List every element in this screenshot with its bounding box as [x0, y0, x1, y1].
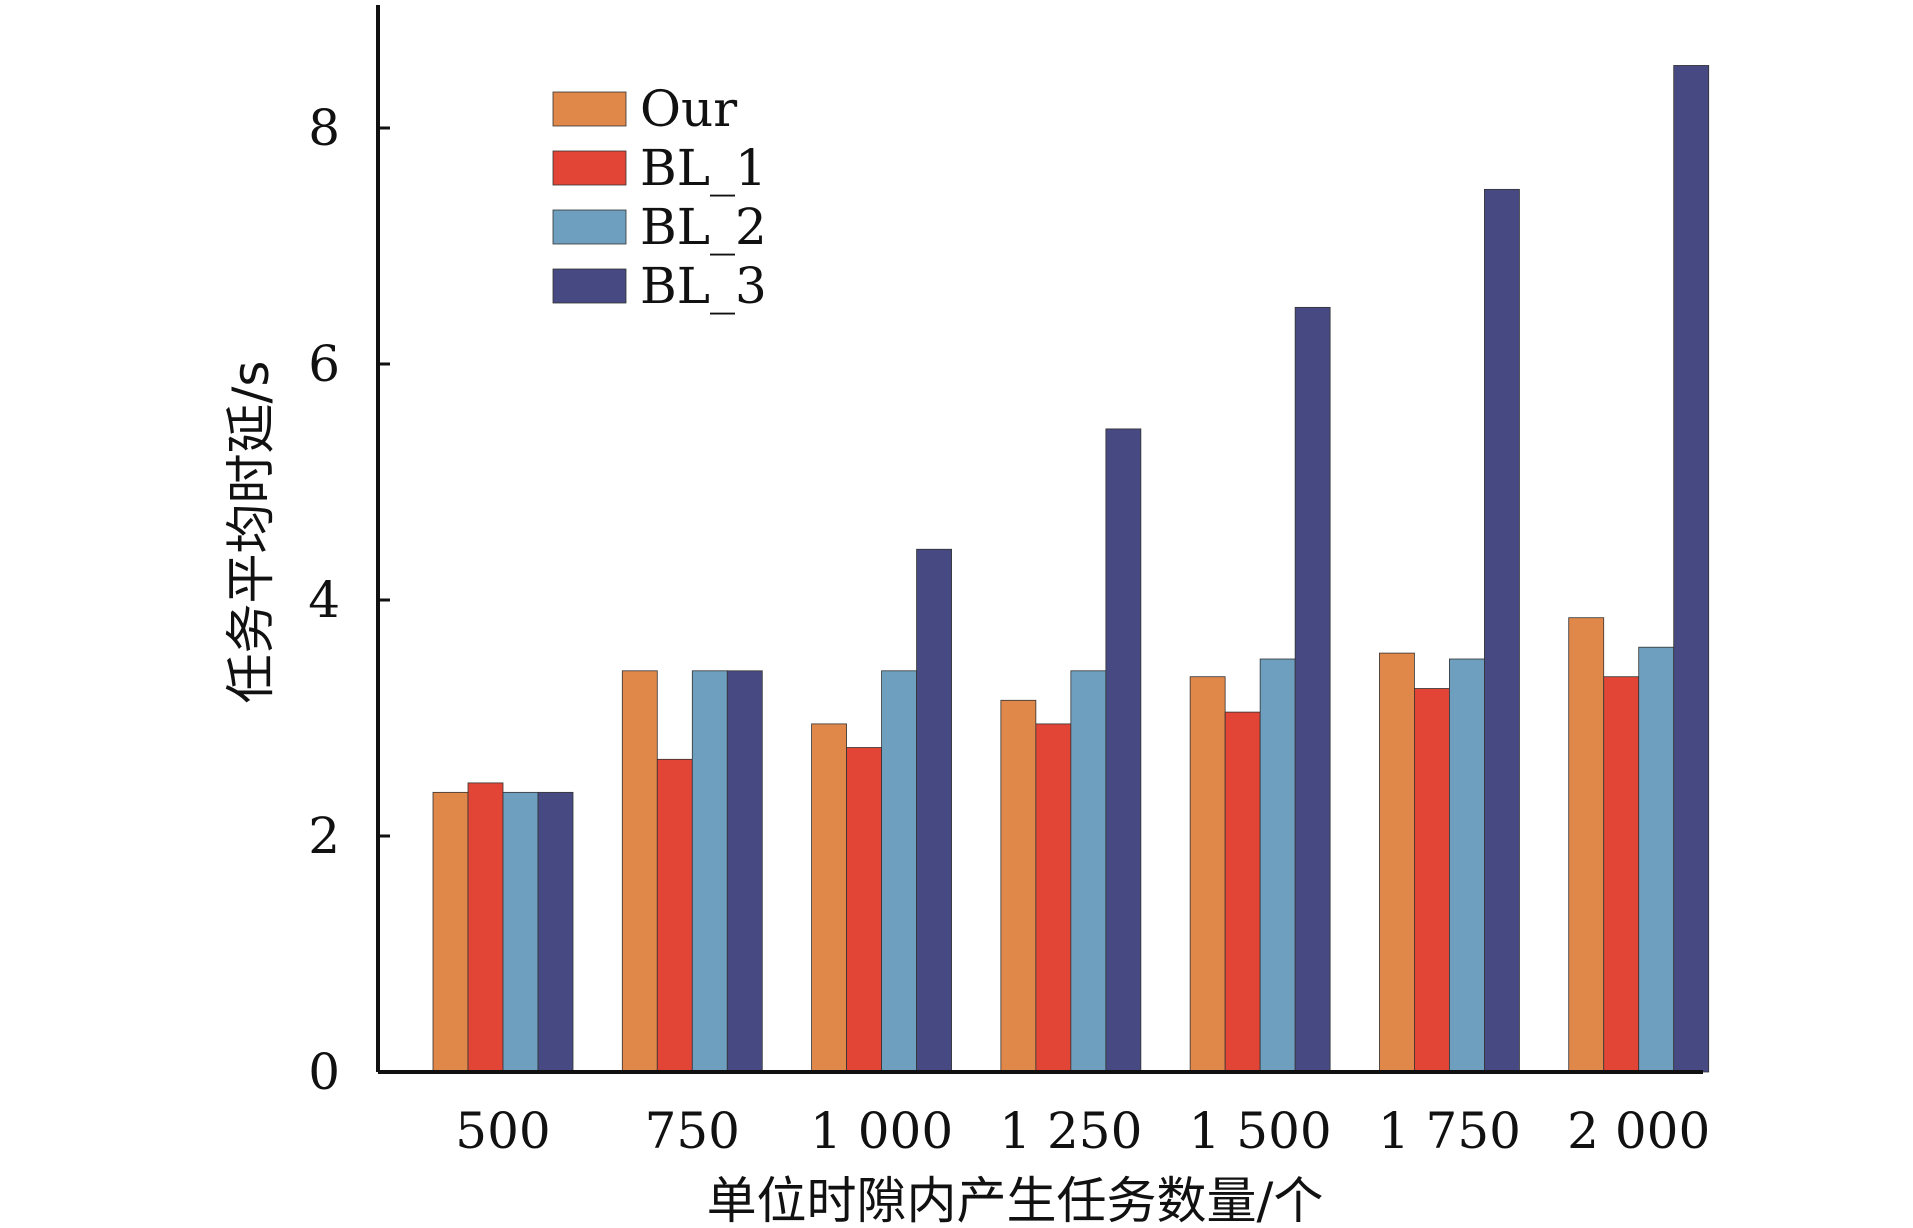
y-tick-label-8: 8 — [308, 99, 340, 157]
x-tick-label-2: 1 000 — [810, 1102, 953, 1160]
bar-our-3 — [1000, 699, 1037, 1073]
bar-bl-1-6 — [1603, 676, 1640, 1073]
bar-bl-3-5 — [1484, 188, 1520, 1073]
bar-bl-2-5 — [1449, 658, 1485, 1073]
y-tick-label-2: 2 — [308, 807, 340, 865]
bar-bl-2-1 — [691, 670, 728, 1073]
x-tick-label-6: 2 000 — [1567, 1102, 1710, 1160]
bar-bl-2-4 — [1259, 658, 1296, 1073]
x-axis-title: 单位时隙内产生任务数量/个 — [707, 1172, 1324, 1228]
y-axis-title: 任务平均时延/s — [222, 361, 280, 704]
bar-bl-1-1 — [656, 758, 693, 1073]
bar-bl-3-2 — [916, 548, 952, 1073]
bar-bl-3-4 — [1294, 306, 1331, 1073]
y-tick-label-6: 6 — [308, 335, 340, 393]
bar-our-6 — [1568, 617, 1605, 1073]
x-tick-label-1: 750 — [645, 1102, 740, 1160]
bar-bl-1-3 — [1035, 723, 1072, 1073]
bar-bl-2-0 — [502, 791, 539, 1073]
bar-bl-2-3 — [1070, 670, 1107, 1073]
y-tick-label-0: 0 — [308, 1043, 340, 1101]
bar-bl-1-4 — [1224, 711, 1261, 1073]
legend-label-bl-3: BL_3 — [640, 257, 767, 315]
bar-bl-3-1 — [726, 670, 763, 1073]
legend-label-our: Our — [640, 80, 737, 138]
bar-bl-1-2 — [846, 747, 882, 1073]
bar-our-4 — [1189, 676, 1226, 1073]
legend-label-bl-1: BL_1 — [640, 139, 767, 197]
legend-swatch-bl-3 — [552, 268, 627, 304]
legend-swatch-bl-2 — [552, 209, 627, 245]
bar-bl-3-3 — [1105, 428, 1142, 1073]
x-tick-label-5: 1 750 — [1378, 1102, 1521, 1160]
bar-our-1 — [621, 670, 658, 1073]
legend-swatch-bl-1 — [552, 150, 627, 186]
bar-bl-3-0 — [537, 791, 574, 1073]
bar-bl-1-0 — [467, 782, 504, 1073]
bar-bl-2-6 — [1638, 646, 1675, 1073]
legend-label-bl-2: BL_2 — [640, 198, 767, 256]
bars-layer — [432, 65, 1710, 1073]
bar-our-5 — [1379, 652, 1415, 1073]
bar-bl-2-2 — [881, 670, 917, 1073]
legend-swatch-our — [552, 91, 627, 127]
x-tick-label-3: 1 250 — [999, 1102, 1142, 1160]
axes-layer: 0 2 4 6 8 500 750 1 000 1 250 1 500 1 750 2 000 — [308, 5, 1710, 1160]
x-tick-label-4: 1 500 — [1189, 1102, 1332, 1160]
bar-our-0 — [432, 791, 469, 1073]
y-tick-label-4: 4 — [308, 571, 340, 629]
bar-bl-3-6 — [1673, 65, 1710, 1073]
x-tick-label-0: 500 — [455, 1102, 550, 1160]
bar-bl-1-5 — [1414, 688, 1450, 1073]
bar-our-2 — [811, 723, 847, 1073]
